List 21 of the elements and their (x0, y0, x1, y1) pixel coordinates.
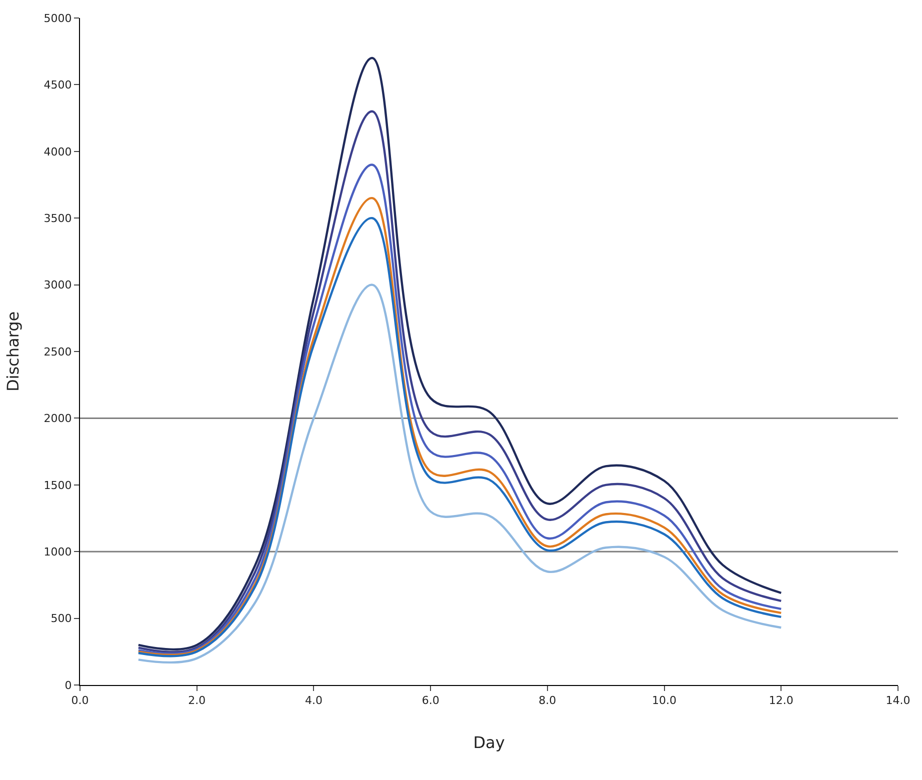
x-tick-label: 4.0 (304, 694, 322, 708)
y-tick-label: 2000 (44, 412, 72, 426)
y-tick-label: 4000 (44, 145, 72, 158)
y-tick-label: 0 (64, 678, 72, 692)
x-tick-label: 6.0 (422, 694, 440, 708)
y-tick-label: 1000 (44, 545, 72, 558)
x-tick-label: 10.0 (652, 694, 677, 708)
x-axis-title: Day (473, 732, 505, 752)
x-tick-label: 8.0 (538, 694, 556, 708)
x-tick-label: 12.0 (768, 694, 794, 708)
x-tick-label: 0.0 (71, 694, 89, 708)
y-axis-title: Discharge (4, 311, 23, 392)
y-tick-label: 2500 (44, 345, 72, 358)
x-tick-label: 14.0 (886, 694, 910, 708)
y-tick-label: 3000 (44, 278, 72, 292)
y-tick-label: 5000 (44, 12, 72, 25)
y-tick-label: 500 (50, 612, 72, 626)
y-tick-label: 4500 (44, 78, 72, 92)
y-tick-label: 1500 (44, 478, 72, 492)
x-tick-label: 2.0 (188, 694, 206, 708)
y-tick-label: 3500 (44, 212, 72, 225)
